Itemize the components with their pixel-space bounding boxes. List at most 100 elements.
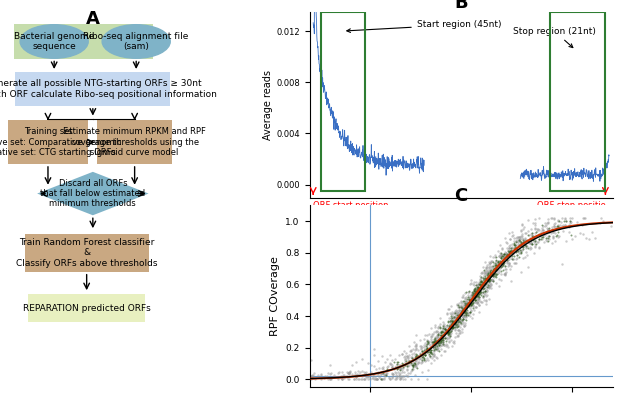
Point (469, 289, 478, 295)
Point (438, 337, 448, 343)
Point (498, 252, 508, 259)
Point (407, 357, 417, 364)
Point (448, 314, 458, 321)
Point (437, 340, 447, 346)
Point (554, 225, 564, 231)
Point (420, 350, 430, 356)
Point (389, 359, 399, 365)
Point (453, 304, 463, 310)
Point (538, 226, 548, 233)
Point (423, 349, 433, 355)
Point (520, 238, 530, 244)
Point (466, 297, 476, 304)
Point (436, 341, 446, 348)
Point (378, 364, 387, 370)
Point (435, 342, 445, 349)
Point (379, 376, 389, 382)
Point (435, 332, 445, 338)
Point (431, 341, 441, 348)
Point (308, 372, 318, 378)
Point (498, 261, 508, 268)
Point (452, 310, 462, 317)
Point (308, 375, 318, 382)
Point (479, 276, 489, 282)
Point (468, 291, 478, 297)
Point (457, 308, 467, 315)
Point (399, 348, 409, 355)
Point (522, 252, 532, 259)
Point (400, 352, 410, 359)
Point (496, 277, 506, 283)
Point (456, 311, 465, 318)
Point (470, 288, 480, 294)
Point (475, 297, 485, 304)
Point (450, 313, 460, 320)
Point (405, 348, 415, 354)
Point (416, 343, 426, 349)
Point (490, 261, 500, 267)
Point (425, 347, 435, 353)
Point (405, 357, 415, 364)
Point (448, 318, 458, 324)
Point (489, 271, 499, 278)
Point (444, 330, 454, 337)
Point (422, 338, 431, 344)
Point (353, 376, 363, 382)
Point (558, 215, 568, 221)
Point (461, 312, 471, 318)
Point (459, 298, 469, 304)
Point (418, 350, 428, 356)
Point (543, 233, 553, 239)
Point (401, 350, 411, 356)
Point (488, 270, 498, 276)
Point (516, 250, 526, 256)
Point (514, 247, 524, 254)
Point (306, 357, 316, 363)
Point (544, 224, 554, 231)
Point (521, 238, 530, 244)
Point (436, 332, 446, 339)
Point (423, 337, 433, 344)
Point (491, 265, 501, 271)
Text: Training set
Positive set: Comparative genomic
Negative set: CTG starting ORFs: Training set Positive set: Comparative g… (0, 127, 121, 157)
Point (431, 335, 441, 342)
Point (395, 374, 405, 381)
Point (340, 373, 350, 379)
Point (556, 261, 566, 267)
Point (410, 343, 420, 349)
Point (462, 304, 472, 310)
Point (468, 281, 478, 287)
Point (446, 330, 456, 336)
Point (451, 312, 461, 318)
Point (429, 329, 439, 335)
Point (500, 253, 510, 260)
Point (532, 228, 542, 234)
Point (498, 257, 508, 263)
Point (407, 354, 417, 361)
Point (408, 361, 418, 368)
Point (520, 239, 530, 246)
Point (488, 267, 498, 274)
Point (337, 376, 347, 382)
Point (468, 291, 478, 297)
Point (417, 348, 426, 354)
Point (392, 363, 402, 370)
Point (482, 275, 491, 281)
Point (526, 240, 536, 246)
Point (436, 327, 446, 334)
Point (373, 370, 383, 376)
Point (427, 333, 437, 339)
Point (473, 292, 483, 298)
Point (425, 354, 435, 360)
Point (486, 272, 496, 278)
Point (566, 215, 576, 221)
Point (444, 325, 454, 331)
Point (504, 250, 514, 256)
Point (489, 274, 499, 280)
Point (444, 331, 454, 338)
Point (448, 324, 458, 330)
Point (359, 376, 369, 382)
Point (474, 293, 483, 300)
Point (418, 354, 428, 360)
Point (432, 331, 442, 338)
